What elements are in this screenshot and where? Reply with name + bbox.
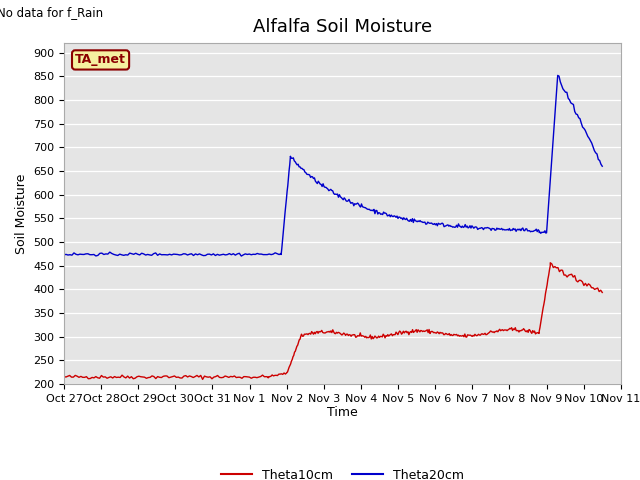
- X-axis label: Time: Time: [327, 407, 358, 420]
- Text: No data for f_Rain: No data for f_Rain: [0, 6, 103, 19]
- Title: Alfalfa Soil Moisture: Alfalfa Soil Moisture: [253, 18, 432, 36]
- Y-axis label: Soil Moisture: Soil Moisture: [15, 173, 28, 254]
- Legend: Theta10cm, Theta20cm: Theta10cm, Theta20cm: [216, 464, 469, 480]
- Text: TA_met: TA_met: [75, 53, 126, 66]
